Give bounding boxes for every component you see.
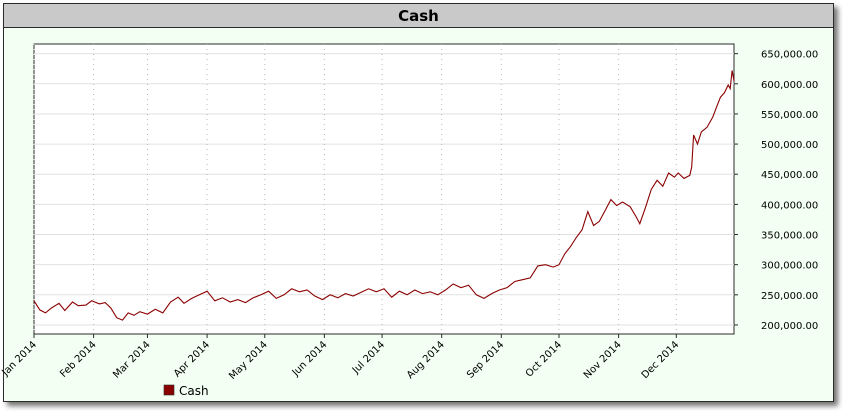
- x-tick-label: Sep 2014: [465, 339, 506, 380]
- x-tick-label: Jan 2014: [0, 339, 39, 379]
- chart-title: Cash: [4, 4, 833, 28]
- plot-area: [33, 43, 735, 335]
- y-tick-label: 250,000.00: [761, 291, 818, 302]
- grid-layer: [33, 44, 734, 334]
- x-tick-label: May 2014: [227, 339, 270, 382]
- x-tick-label: Jun 2014: [290, 339, 330, 379]
- x-tick-label: Jul 2014: [350, 339, 387, 376]
- y-tick-label: 650,000.00: [761, 50, 818, 61]
- y-tick-label: 200,000.00: [761, 321, 818, 332]
- x-tick-label: Oct 2014: [524, 339, 564, 379]
- y-tick-label: 550,000.00: [761, 110, 818, 121]
- legend-label-cash: Cash: [179, 384, 209, 398]
- y-tick-label: 600,000.00: [761, 80, 818, 91]
- x-tick-label: Dec 2014: [640, 339, 682, 381]
- x-tick-label: Feb 2014: [58, 339, 99, 380]
- y-tick-label: 400,000.00: [761, 200, 818, 211]
- y-tick-label: 350,000.00: [761, 231, 818, 242]
- legend-swatch: [163, 384, 175, 396]
- x-tick-label: Apr 2014: [172, 339, 212, 379]
- x-tick-label: Aug 2014: [405, 339, 447, 381]
- y-tick-label: 450,000.00: [761, 170, 818, 181]
- x-tick-label: Mar 2014: [111, 339, 152, 380]
- y-tick-label: 300,000.00: [761, 261, 818, 272]
- legend: Cash: [163, 384, 209, 398]
- x-tick-label: Nov 2014: [582, 339, 624, 381]
- y-tick-label: 500,000.00: [761, 140, 818, 151]
- cash-series-line: [33, 70, 735, 321]
